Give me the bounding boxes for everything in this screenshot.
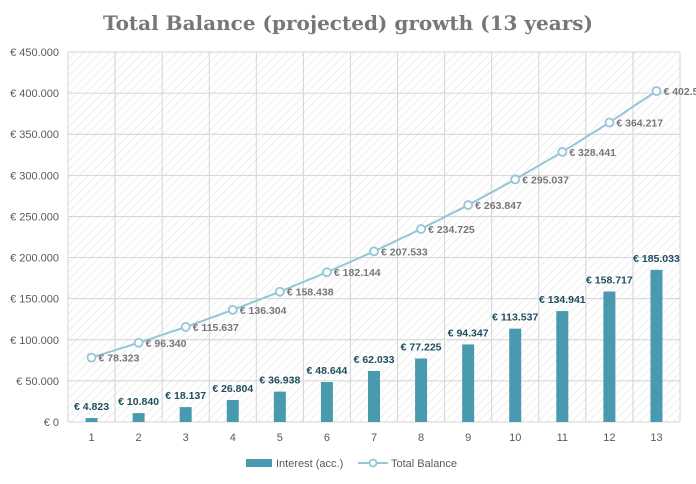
total-balance-data-label: € 136.304: [240, 305, 287, 317]
interest-data-label: € 77.225: [401, 342, 442, 354]
x-tick-label: 8: [418, 432, 424, 444]
x-tick-label: 12: [603, 432, 615, 444]
interest-bar: [650, 269, 663, 422]
x-tick-label: 9: [465, 432, 471, 444]
x-tick-label: 1: [88, 432, 94, 444]
y-tick-label: € 400.000: [10, 88, 59, 100]
interest-bar: [556, 311, 569, 422]
y-tick-label: € 100.000: [10, 335, 59, 347]
total-balance-data-label: € 78.323: [99, 353, 140, 365]
interest-data-label: € 62.033: [354, 354, 395, 366]
interest-data-label: € 48.644: [306, 365, 347, 377]
x-tick-label: 5: [277, 432, 283, 444]
x-tick-label: 2: [136, 432, 142, 444]
total-balance-data-label: € 182.144: [334, 267, 381, 279]
x-tick-label: 13: [650, 432, 662, 444]
y-axis: € 0 € 50.000 € 100.000 € 150.000 € 200.000 € …: [10, 47, 59, 429]
y-tick-label: € 0: [44, 417, 59, 429]
total-balance-point: [651, 86, 662, 96]
chart-title: Total Balance (projected) growth (13 yea…: [103, 11, 593, 35]
total-balance-series: € 78.323€ 96.340€ 115.637€ 136.304€ 158.…: [86, 86, 696, 365]
interest-data-label: € 158.717: [586, 274, 633, 286]
total-balance-data-label: € 328.441: [569, 147, 616, 159]
total-balance-point: [604, 117, 615, 128]
legend-label-total-balance: Total Balance: [391, 458, 457, 470]
interest-bar: [226, 399, 239, 422]
total-balance-point: [180, 322, 191, 332]
interest-data-label: € 26.804: [212, 383, 253, 395]
y-tick-label: € 200.000: [10, 253, 59, 265]
interest-data-label: € 10.840: [118, 396, 159, 408]
interest-bar: [132, 413, 145, 422]
total-balance-data-label: € 295.037: [522, 174, 569, 186]
total-balance-point: [369, 246, 379, 257]
plot-area: [68, 52, 680, 422]
total-balance-point: [227, 305, 238, 315]
total-balance-data-label: € 96.340: [146, 338, 187, 350]
y-tick-label: € 300.000: [10, 170, 59, 182]
interest-bar: [509, 328, 522, 422]
interest-data-label: € 113.537: [492, 312, 538, 324]
interest-data-label: € 4.823: [74, 401, 109, 413]
interest-data-label: € 134.941: [539, 294, 586, 306]
interest-data-label: € 18.137: [165, 390, 206, 402]
total-balance-data-label: € 234.725: [428, 224, 475, 236]
interest-bar: [179, 407, 192, 422]
interest-bar: [85, 418, 98, 422]
interest-data-label: € 185.033: [633, 253, 680, 265]
total-balance-point: [416, 224, 426, 234]
interest-bar: [368, 370, 380, 422]
interest-data-label: € 36.938: [259, 375, 300, 387]
legend-swatch-interest: [246, 459, 272, 467]
y-tick-label: € 250.000: [10, 211, 59, 223]
x-tick-label: 3: [183, 432, 189, 444]
legend: Interest (acc.) Total Balance: [246, 458, 457, 470]
legend-marker-total-balance: [368, 458, 378, 468]
x-axis: 1 2 3 4 5 6 7 8 9 10 11 12 13: [88, 432, 662, 444]
x-tick-label: 4: [230, 432, 236, 444]
total-balance-data-label: € 207.533: [381, 246, 428, 258]
total-balance-point: [322, 267, 332, 278]
interest-bar: [603, 291, 616, 422]
total-balance-point: [510, 174, 521, 185]
x-tick-label: 7: [371, 432, 377, 444]
total-balance-data-label: € 402.533: [663, 86, 696, 98]
interest-bar: [273, 391, 286, 422]
total-balance-data-label: € 263.847: [475, 200, 522, 212]
y-tick-label: € 150.000: [10, 294, 59, 306]
total-balance-point: [133, 337, 144, 348]
total-balance-point: [274, 286, 285, 297]
total-balance-data-label: € 115.637: [193, 322, 239, 334]
x-tick-label: 11: [557, 432, 568, 444]
interest-bar: [415, 358, 428, 422]
total-balance-point: [463, 200, 474, 210]
x-tick-label: 6: [324, 432, 330, 444]
total-balance-point: [86, 352, 97, 363]
x-tick-label: 10: [509, 432, 521, 444]
interest-data-label: € 94.347: [448, 327, 489, 339]
y-tick-label: € 350.000: [10, 129, 59, 141]
legend-label-interest: Interest (acc.): [276, 458, 343, 470]
y-tick-label: € 50.000: [16, 376, 59, 388]
total-balance-data-label: € 364.217: [616, 118, 663, 130]
grid: [67, 51, 681, 423]
y-tick-label: € 450.000: [10, 47, 59, 59]
interest-series: € 4.823 € 10.840 € 18.137 € 26.804 € 36.938 €…: [74, 253, 680, 422]
interest-bar: [320, 382, 333, 422]
interest-bar: [462, 344, 475, 422]
total-balance-point: [557, 147, 568, 157]
total-balance-data-label: € 158.438: [287, 287, 334, 299]
